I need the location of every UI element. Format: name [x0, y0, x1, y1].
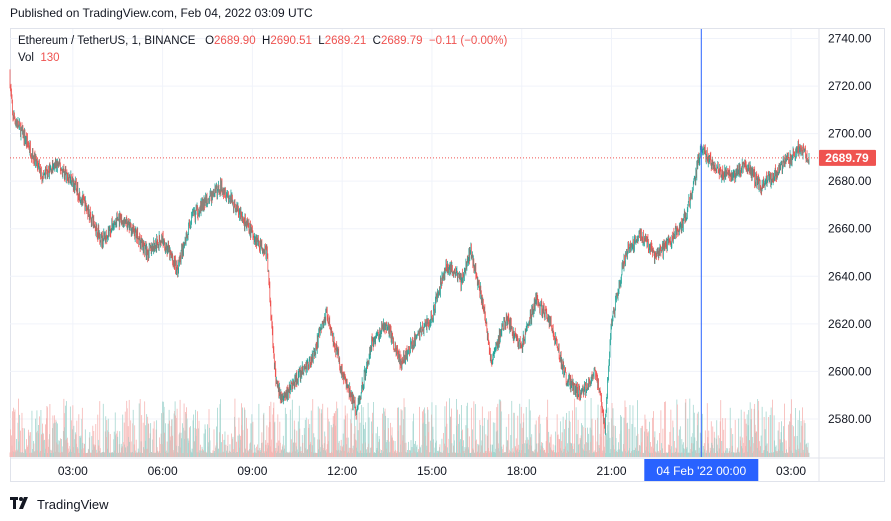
time-tick-label: 12:00	[327, 464, 357, 478]
footer-brand[interactable]: TradingView	[10, 497, 109, 512]
price-tick-label: 2680.00	[828, 174, 872, 188]
crosshair-time-tag	[644, 459, 759, 481]
volume-legend: Vol 130	[18, 52, 60, 64]
price-tick-label: 2720.00	[828, 79, 872, 93]
high-label: H	[262, 35, 271, 47]
price-tick-label: 2620.00	[828, 317, 872, 331]
published-header: Published on TradingView.com, Feb 04, 20…	[10, 6, 313, 20]
low-label: L	[318, 35, 325, 47]
price-tick-label: 2740.00	[828, 32, 872, 46]
time-tick-label: 03:00	[776, 464, 806, 478]
chart-overlay: 2689.79 04 Feb '22 00:00	[10, 29, 876, 481]
tradingview-logo-icon	[10, 497, 32, 512]
crosshair-time-label: 04 Feb '22 00:00	[656, 464, 746, 478]
price-tick-label: 2640.00	[828, 269, 872, 283]
open-value: 2689.90	[214, 35, 256, 47]
time-tick-label: 09:00	[237, 464, 267, 478]
grid-lines	[10, 29, 884, 482]
ohlc-legend: Ethereum / TetherUS, 1, BINANCE O2689.90…	[18, 35, 507, 47]
price-axis: 2740.00 2720.00 2700.00 2680.00 2660.00 2640.…	[828, 32, 872, 426]
volume-bars	[9, 398, 810, 457]
price-tick-label: 2580.00	[828, 412, 872, 426]
time-tick-label: 21:00	[596, 464, 626, 478]
low-value: 2689.21	[324, 35, 367, 47]
high-value: 2690.51	[270, 35, 312, 47]
chart-frame[interactable]	[10, 28, 885, 482]
close-value: 2689.79	[380, 35, 423, 47]
change-value: −0.11 (−0.00%)	[428, 35, 508, 47]
close-label: C	[372, 35, 381, 47]
brand-name: TradingView	[37, 497, 109, 512]
symbol-label: Ethereum / TetherUS, 1, BINANCE	[18, 35, 196, 47]
time-tick-label: 06:00	[148, 464, 178, 478]
price-tick-label: 2700.00	[828, 127, 872, 141]
volume-label: Vol	[18, 52, 34, 64]
time-tick-label: 03:00	[58, 464, 88, 478]
price-candles	[9, 69, 810, 436]
price-tick-label: 2660.00	[828, 222, 872, 236]
volume-value: 130	[40, 52, 60, 64]
time-axis: 03:00 06:00 09:00 12:00 15:00 18:00 21:00 03:00	[58, 464, 807, 478]
last-price-label: 2689.79	[825, 151, 869, 165]
price-tick-label: 2600.00	[828, 364, 872, 378]
last-price-tag	[819, 149, 876, 166]
time-tick-label: 15:00	[417, 464, 447, 478]
open-label: O	[205, 35, 215, 47]
time-tick-label: 18:00	[507, 464, 537, 478]
